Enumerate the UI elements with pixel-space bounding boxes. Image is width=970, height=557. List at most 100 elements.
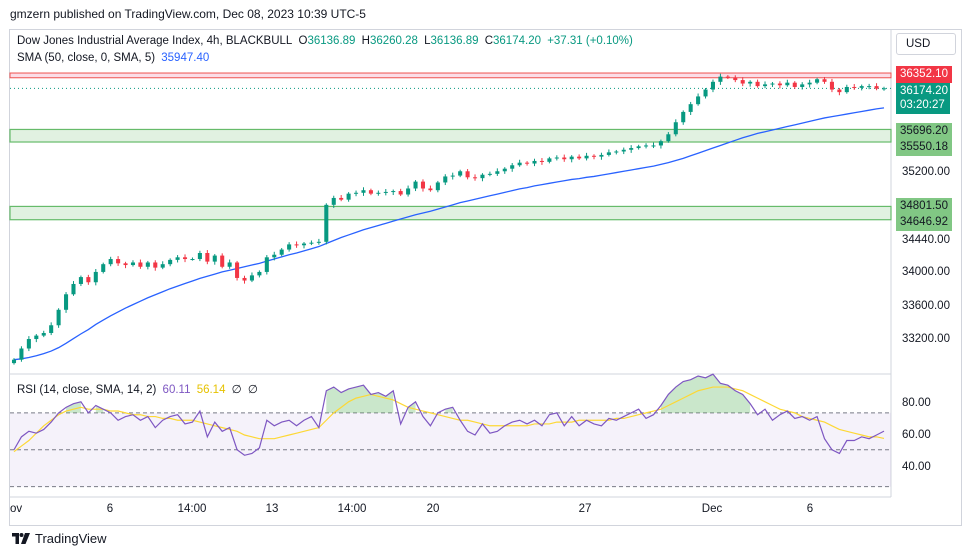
candle — [777, 81, 782, 89]
candle — [130, 260, 136, 267]
candle-body — [785, 82, 790, 86]
candle-body — [614, 151, 619, 153]
candle — [376, 190, 381, 196]
candle — [406, 185, 411, 197]
rsi-tick-label: 80.00 — [902, 397, 931, 409]
candle — [740, 77, 745, 87]
candle — [547, 156, 552, 164]
candle — [145, 260, 150, 270]
candle-body — [815, 79, 820, 83]
candle-body — [116, 259, 121, 264]
candle — [34, 334, 39, 343]
candle-body — [658, 141, 663, 146]
candle-body — [428, 188, 433, 191]
candle — [673, 119, 678, 137]
tradingview-brand[interactable]: TradingView — [12, 531, 107, 546]
sma-value: 35947.40 — [161, 52, 210, 64]
candle — [822, 76, 827, 84]
candle-body — [391, 191, 396, 193]
candle — [272, 251, 277, 261]
candle — [881, 86, 887, 91]
currency-button[interactable]: USD — [896, 33, 956, 55]
candle — [197, 250, 202, 262]
sma-line — [13, 107, 885, 361]
candle-body — [837, 89, 842, 93]
candle-body — [792, 82, 797, 87]
candle — [696, 93, 701, 106]
candle-body — [584, 155, 589, 159]
candle-body — [591, 155, 597, 157]
candle — [346, 192, 351, 202]
candle — [539, 158, 544, 165]
high-label: H — [361, 35, 370, 47]
candle — [175, 255, 180, 263]
candle — [644, 143, 649, 149]
candle — [361, 187, 366, 196]
candle-body — [145, 262, 150, 267]
candle-body — [644, 145, 649, 147]
candle — [480, 173, 485, 182]
rsi-ma-line — [13, 386, 885, 453]
candle — [725, 75, 730, 80]
candle — [324, 203, 329, 245]
candle-body — [495, 171, 500, 174]
candle-body — [472, 177, 478, 179]
rsi-tick-label: 40.00 — [902, 461, 931, 473]
candle — [614, 149, 619, 155]
candle — [93, 269, 98, 286]
low-value: 36136.89 — [430, 35, 479, 47]
candle-body — [398, 191, 403, 195]
candle-body — [636, 146, 641, 149]
candle — [86, 274, 91, 285]
candle — [26, 336, 31, 352]
candle — [770, 81, 775, 87]
candle — [844, 84, 849, 94]
candle — [235, 260, 240, 281]
candle — [354, 190, 359, 197]
candle-body — [235, 262, 240, 278]
time-tick-label: 20 — [427, 503, 440, 515]
rsi-overbought-fill — [66, 374, 788, 413]
candle-body — [34, 335, 39, 340]
candle-body — [108, 259, 113, 265]
sma-label: SMA (50, close, 0, SMA, 5) — [17, 52, 156, 64]
zones-layer — [9, 72, 892, 221]
time-tick-label: 6 — [807, 503, 813, 515]
support-zone-1 — [9, 128, 892, 143]
rsi-legend[interactable]: RSI (14, close, SMA, 14, 2) 60.11 56.14 … — [17, 382, 261, 396]
candle — [257, 270, 262, 278]
time-tick-label: 14:00 — [338, 503, 367, 515]
candle — [11, 358, 17, 365]
sma-legend[interactable]: SMA (50, close, 0, SMA, 5) 35947.40 — [17, 52, 212, 64]
symbol-title: Dow Jones Industrial Average Index, 4h, … — [17, 35, 293, 47]
candle — [108, 256, 113, 267]
candle-body — [182, 257, 188, 260]
rsi-empty-2: ∅ — [247, 384, 258, 396]
candle-body — [718, 76, 723, 82]
candle — [368, 188, 373, 196]
candle-body — [867, 86, 872, 88]
zone1-top-label: 35696.20 — [896, 123, 952, 140]
candle-body — [740, 80, 745, 84]
candle-body — [257, 271, 262, 276]
candle-body — [762, 84, 768, 87]
rsi-value: 60.11 — [162, 384, 191, 396]
candle-body — [480, 174, 485, 179]
candle — [599, 152, 604, 160]
candle — [64, 292, 69, 313]
candle-body — [383, 191, 388, 193]
candle — [443, 174, 448, 186]
candle — [420, 179, 426, 192]
candle — [116, 256, 121, 266]
symbol-legend[interactable]: Dow Jones Industrial Average Index, 4h, … — [17, 35, 636, 47]
candle-body — [272, 254, 277, 258]
candle — [56, 308, 61, 328]
candle-body — [175, 257, 180, 260]
time-tick-label: 13 — [266, 503, 279, 515]
candle — [465, 169, 470, 180]
candle-body — [368, 190, 373, 194]
candle — [867, 83, 872, 90]
time-tick-label: ov — [10, 503, 22, 515]
candle — [859, 84, 864, 91]
